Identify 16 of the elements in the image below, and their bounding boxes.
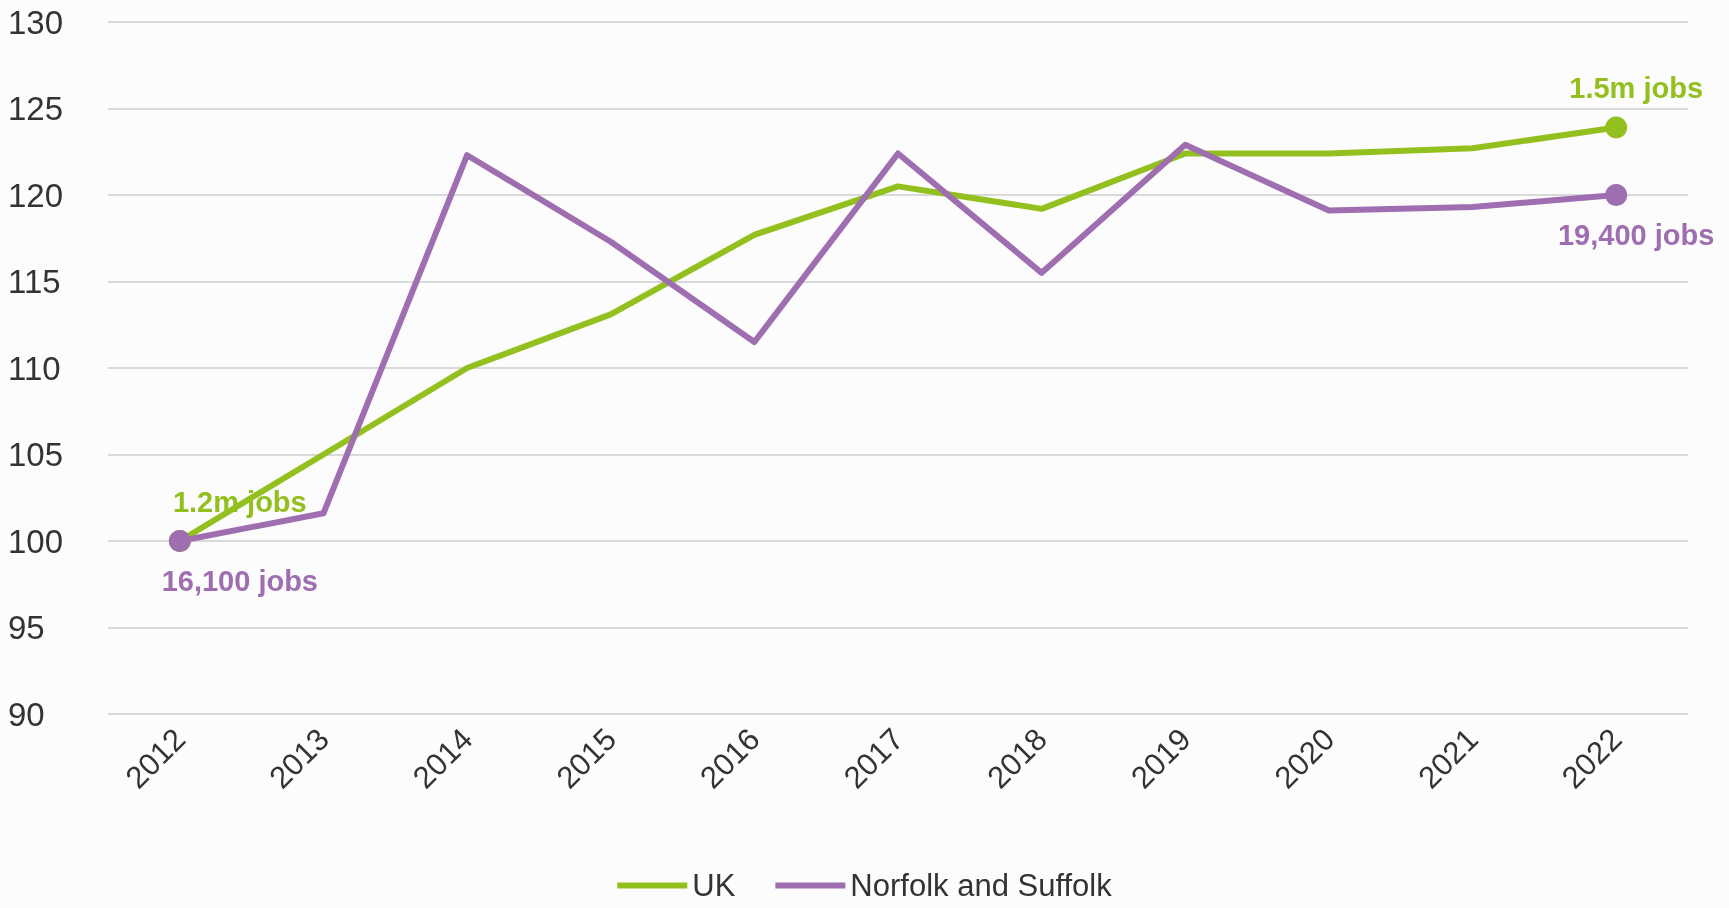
legend-label: Norfolk and Suffolk	[850, 868, 1113, 903]
y-tick-label: 90	[8, 695, 45, 733]
y-tick-label: 130	[8, 3, 64, 41]
legend-label: UK	[692, 868, 736, 903]
y-tick-label: 125	[8, 90, 64, 127]
y-tick-label: 120	[8, 176, 64, 214]
annotation: 1.5m jobs	[1569, 72, 1704, 105]
annotation: 16,100 jobs	[161, 564, 319, 597]
annotation: 19,400 jobs	[1557, 218, 1715, 251]
y-tick-label: 95	[8, 609, 45, 646]
point	[1605, 184, 1628, 206]
y-tick-label: 105	[8, 436, 64, 473]
y-tick-label: 100	[8, 522, 64, 560]
y-tick-label: 110	[8, 349, 61, 387]
point	[1605, 116, 1628, 139]
y-tick-label: 115	[8, 263, 61, 300]
